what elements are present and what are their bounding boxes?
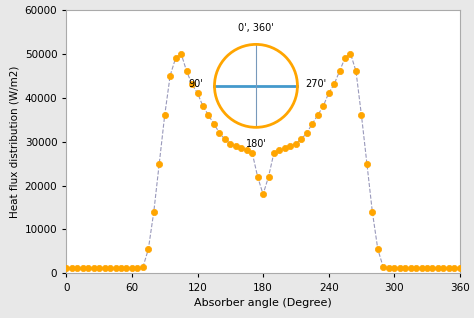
Text: 0', 360': 0', 360' [238,23,274,33]
Y-axis label: Heat flux distribution (W/m2): Heat flux distribution (W/m2) [9,65,19,218]
X-axis label: Absorber angle (Degree): Absorber angle (Degree) [194,298,332,308]
Text: 90': 90' [189,79,203,89]
Text: 180': 180' [246,139,266,149]
Text: 270': 270' [306,79,327,89]
